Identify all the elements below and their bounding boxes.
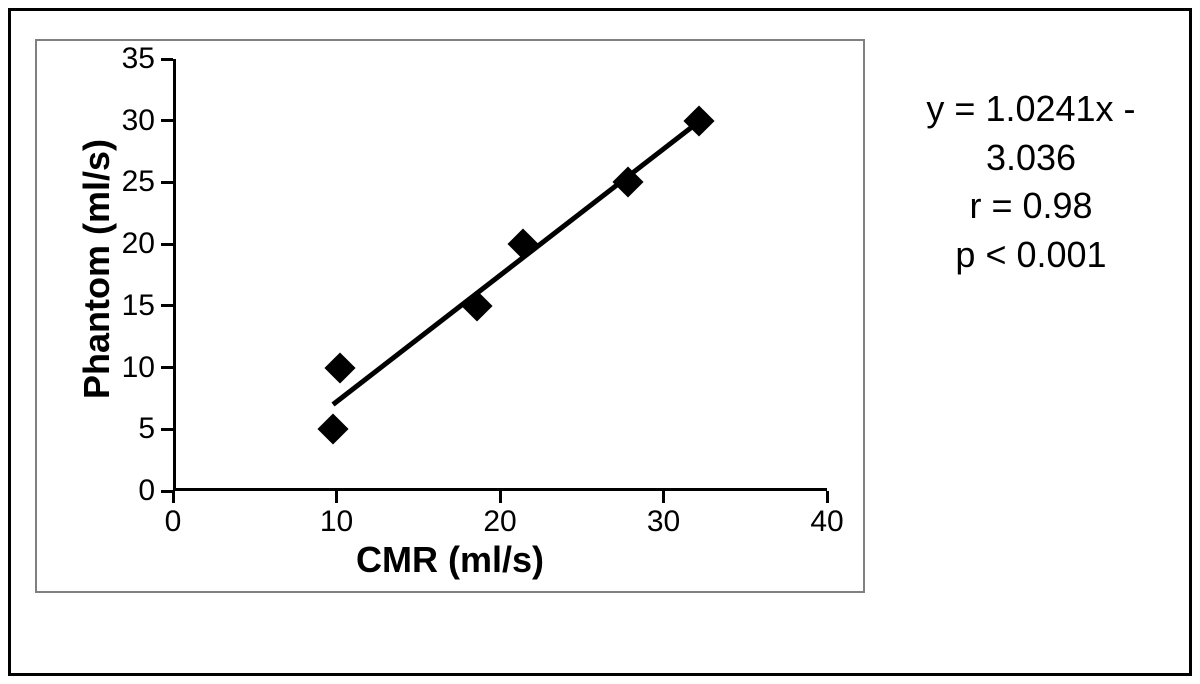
data-point <box>462 290 493 321</box>
x-tick <box>172 491 175 503</box>
r-text: r = 0.98 <box>881 182 1181 231</box>
y-tick-label: 5 <box>138 412 155 446</box>
y-tick <box>161 366 173 369</box>
y-tick <box>161 428 173 431</box>
y-tick-label: 25 <box>122 165 155 199</box>
y-tick <box>161 304 173 307</box>
y-tick-label: 15 <box>122 289 155 323</box>
x-tick <box>662 491 665 503</box>
x-axis-title: CMR (ml/s) <box>37 539 863 581</box>
y-tick-label: 10 <box>122 351 155 385</box>
plot-area: 05101520253035010203040 <box>173 59 827 491</box>
regression-line <box>332 119 701 406</box>
p-text: p < 0.001 <box>881 231 1181 280</box>
y-tick-label: 0 <box>138 474 155 508</box>
y-tick-label: 35 <box>122 42 155 76</box>
data-point <box>318 414 349 445</box>
x-tick-label: 0 <box>165 505 182 539</box>
data-point <box>324 352 355 383</box>
x-tick-label: 30 <box>647 505 680 539</box>
y-axis-line <box>173 59 176 491</box>
y-tick-label: 20 <box>122 227 155 261</box>
y-tick <box>161 243 173 246</box>
x-tick-label: 40 <box>810 505 843 539</box>
x-tick <box>335 491 338 503</box>
x-tick <box>499 491 502 503</box>
figure-border: Phantom (ml/s) 05101520253035010203040 C… <box>8 8 1192 676</box>
x-tick <box>826 491 829 503</box>
y-tick-label: 30 <box>122 104 155 138</box>
y-tick <box>161 58 173 61</box>
x-tick-label: 10 <box>320 505 353 539</box>
regression-stats: y = 1.0241x - 3.036 r = 0.98 p < 0.001 <box>881 85 1181 279</box>
y-tick <box>161 181 173 184</box>
x-tick-label: 20 <box>483 505 516 539</box>
equation-text: y = 1.0241x - 3.036 <box>881 85 1181 182</box>
y-axis-title: Phantom (ml/s) <box>76 139 118 399</box>
chart-panel: Phantom (ml/s) 05101520253035010203040 C… <box>35 39 865 593</box>
data-point <box>507 229 538 260</box>
y-tick <box>161 119 173 122</box>
